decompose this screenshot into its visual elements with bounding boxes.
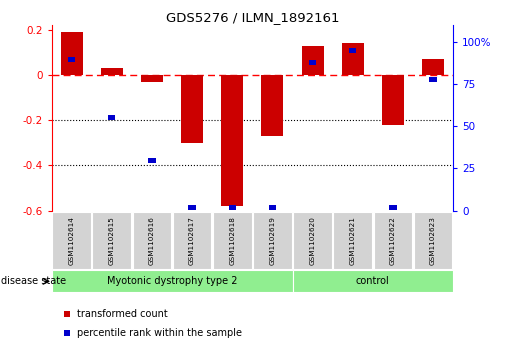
Bar — [52, 270, 293, 292]
Title: GDS5276 / ILMN_1892161: GDS5276 / ILMN_1892161 — [166, 11, 339, 24]
Bar — [229, 205, 236, 210]
Text: GSM1102617: GSM1102617 — [189, 216, 195, 265]
Text: GSM1102621: GSM1102621 — [350, 216, 356, 265]
Text: control: control — [356, 276, 390, 286]
Text: GSM1102619: GSM1102619 — [269, 216, 276, 265]
Bar — [253, 212, 291, 269]
Text: GSM1102622: GSM1102622 — [390, 216, 396, 265]
Bar — [181, 75, 203, 143]
Bar — [61, 32, 82, 75]
Bar — [269, 205, 276, 210]
Text: GSM1102614: GSM1102614 — [68, 216, 75, 265]
Text: GSM1102623: GSM1102623 — [430, 216, 436, 265]
Bar — [68, 57, 75, 62]
Bar — [382, 75, 404, 125]
Bar — [349, 48, 356, 53]
Bar — [108, 115, 115, 121]
Text: GSM1102615: GSM1102615 — [109, 216, 115, 265]
Bar — [141, 75, 163, 82]
Text: GSM1102618: GSM1102618 — [229, 216, 235, 265]
Text: Myotonic dystrophy type 2: Myotonic dystrophy type 2 — [107, 276, 237, 286]
Bar — [334, 212, 372, 269]
Bar — [430, 77, 437, 82]
Bar — [173, 212, 211, 269]
Bar — [213, 212, 251, 269]
Bar — [188, 205, 196, 210]
Text: GSM1102620: GSM1102620 — [310, 216, 316, 265]
Bar — [262, 75, 283, 136]
Bar — [294, 212, 332, 269]
Bar — [93, 212, 131, 269]
Text: transformed count: transformed count — [77, 309, 168, 319]
Bar — [302, 46, 323, 75]
Bar — [101, 68, 123, 75]
Bar — [422, 59, 444, 75]
Bar — [53, 212, 91, 269]
Bar — [389, 205, 397, 210]
Text: GSM1102616: GSM1102616 — [149, 216, 155, 265]
Bar — [414, 212, 452, 269]
Bar — [309, 60, 316, 65]
Text: percentile rank within the sample: percentile rank within the sample — [77, 328, 242, 338]
Bar — [374, 212, 412, 269]
Bar — [293, 270, 453, 292]
Bar — [342, 44, 364, 75]
Bar — [148, 158, 156, 163]
Bar — [221, 75, 243, 206]
Bar — [133, 212, 171, 269]
Text: disease state: disease state — [1, 276, 65, 286]
